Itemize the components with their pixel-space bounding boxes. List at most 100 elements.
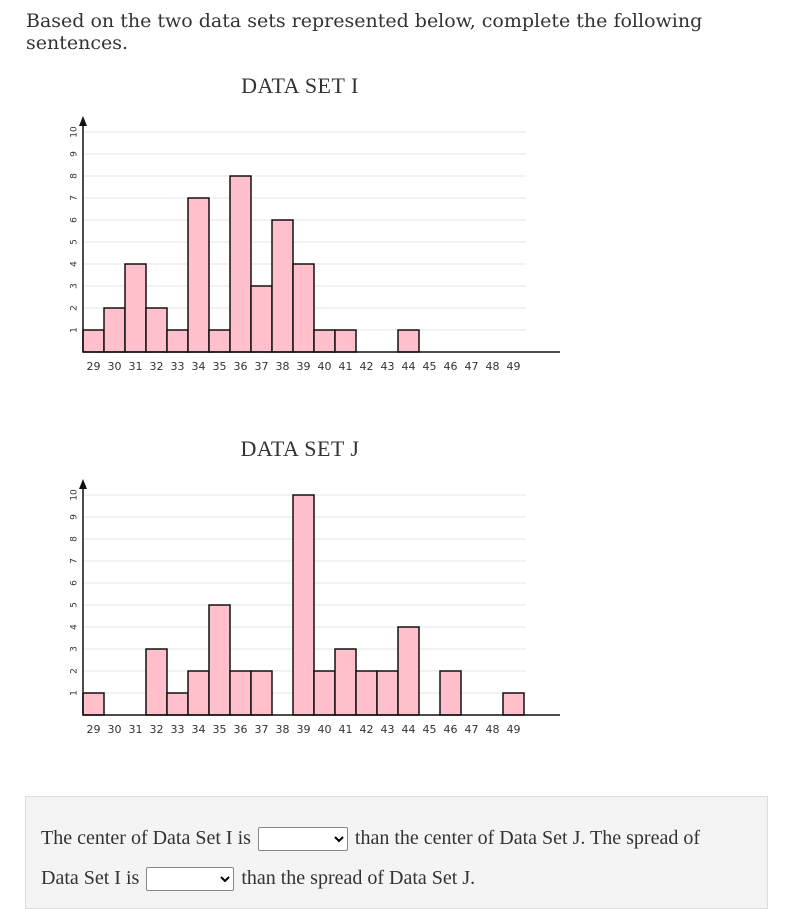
bar-36 bbox=[229, 175, 252, 353]
bar-44 bbox=[397, 626, 420, 716]
bar-36 bbox=[229, 670, 252, 716]
x-tick-label: 46 bbox=[444, 360, 458, 373]
x-tick-label: 30 bbox=[108, 723, 122, 736]
bar-31 bbox=[124, 263, 147, 353]
bar-40 bbox=[313, 670, 336, 716]
sentence-line-2: Data Set I is than the spread of Data Se… bbox=[41, 867, 476, 892]
bar-35 bbox=[208, 604, 231, 716]
x-tick-label: 31 bbox=[129, 723, 143, 736]
y-tick-label: 3 bbox=[70, 646, 80, 652]
x-tick-label: 39 bbox=[297, 360, 311, 373]
x-tick-label: 45 bbox=[423, 723, 437, 736]
x-tick-label: 29 bbox=[87, 360, 101, 373]
y-tick-label: 5 bbox=[70, 602, 80, 608]
y-tick-label: 3 bbox=[70, 283, 80, 289]
bar-49 bbox=[502, 692, 525, 716]
x-tick-label: 36 bbox=[234, 360, 248, 373]
x-tick-label: 48 bbox=[486, 723, 500, 736]
x-tick-label: 35 bbox=[213, 360, 227, 373]
x-tick-label: 44 bbox=[402, 723, 416, 736]
y-tick-label: 4 bbox=[70, 624, 80, 630]
x-tick-label: 43 bbox=[381, 360, 395, 373]
y-tick-label: 5 bbox=[70, 239, 80, 245]
x-tick-label: 49 bbox=[507, 723, 521, 736]
x-tick-label: 38 bbox=[276, 723, 290, 736]
x-tick-label: 42 bbox=[360, 360, 374, 373]
y-tick-label: 6 bbox=[70, 580, 80, 586]
y-tick-label: 9 bbox=[70, 151, 80, 157]
x-tick-label: 43 bbox=[381, 723, 395, 736]
y-axis-arrow-icon bbox=[79, 116, 87, 126]
x-tick-label: 32 bbox=[150, 360, 164, 373]
bar-39 bbox=[292, 494, 315, 716]
spread-comparison-dropdown[interactable] bbox=[146, 867, 235, 892]
chart-title-data-set-i: DATA SET I bbox=[241, 73, 359, 98]
bar-35 bbox=[208, 329, 231, 353]
x-tick-label: 29 bbox=[87, 723, 101, 736]
y-tick-label: 8 bbox=[70, 173, 80, 179]
y-tick-label: 10 bbox=[70, 489, 80, 501]
bar-33 bbox=[166, 329, 189, 353]
question-panel: The center of Data Set I is than the cen… bbox=[25, 796, 768, 909]
x-tick-label: 30 bbox=[108, 360, 122, 373]
y-tick-label: 8 bbox=[70, 536, 80, 542]
sentence-2-end: than the spread of Data Set J. bbox=[241, 867, 476, 889]
sentence-1-start: The center of Data Set I is bbox=[41, 827, 251, 849]
bar-29 bbox=[82, 692, 105, 716]
bar-40 bbox=[313, 329, 336, 353]
x-tick-label: 40 bbox=[318, 360, 332, 373]
bar-37 bbox=[250, 670, 273, 716]
bar-42 bbox=[355, 670, 378, 716]
y-tick-label: 2 bbox=[70, 305, 80, 311]
x-tick-label: 33 bbox=[171, 360, 185, 373]
y-tick-label: 2 bbox=[70, 668, 80, 674]
bar-33 bbox=[166, 692, 189, 716]
x-tick-label: 40 bbox=[318, 723, 332, 736]
y-tick-label: 6 bbox=[70, 217, 80, 223]
x-tick-label: 48 bbox=[486, 360, 500, 373]
x-tick-label: 47 bbox=[465, 723, 479, 736]
x-tick-label: 44 bbox=[402, 360, 416, 373]
x-tick-label: 37 bbox=[255, 723, 269, 736]
y-tick-label: 7 bbox=[70, 558, 80, 564]
x-tick-label: 46 bbox=[444, 723, 458, 736]
x-tick-label: 38 bbox=[276, 360, 290, 373]
bar-43 bbox=[376, 670, 399, 716]
x-tick-label: 47 bbox=[465, 360, 479, 373]
bar-41 bbox=[334, 329, 357, 353]
x-tick-label: 35 bbox=[213, 723, 227, 736]
x-tick-label: 32 bbox=[150, 723, 164, 736]
y-tick-label: 4 bbox=[70, 261, 80, 267]
bar-37 bbox=[250, 285, 273, 353]
bar-39 bbox=[292, 263, 315, 353]
y-axis-arrow-icon bbox=[79, 479, 87, 489]
y-tick-label: 7 bbox=[70, 195, 80, 201]
chart-title-data-set-j: DATA SET J bbox=[240, 436, 360, 461]
y-tick-label: 9 bbox=[70, 514, 80, 520]
bar-32 bbox=[145, 648, 168, 716]
bar-46 bbox=[439, 670, 462, 716]
bar-30 bbox=[103, 307, 126, 353]
y-tick-label: 1 bbox=[70, 327, 80, 333]
x-tick-label: 31 bbox=[129, 360, 143, 373]
x-tick-label: 41 bbox=[339, 723, 353, 736]
center-comparison-dropdown[interactable] bbox=[257, 827, 348, 852]
bar-44 bbox=[397, 329, 420, 353]
instructions-text: Based on the two data sets represented b… bbox=[26, 10, 703, 54]
sentence-line-1: The center of Data Set I is than the cen… bbox=[41, 827, 700, 852]
x-tick-label: 33 bbox=[171, 723, 185, 736]
x-tick-label: 41 bbox=[339, 360, 353, 373]
y-tick-label: 1 bbox=[70, 690, 80, 696]
x-tick-label: 36 bbox=[234, 723, 248, 736]
y-tick-label: 10 bbox=[70, 126, 80, 138]
bar-32 bbox=[145, 307, 168, 353]
x-tick-label: 49 bbox=[507, 360, 521, 373]
sentence-1-end: than the center of Data Set J. The sprea… bbox=[354, 827, 700, 849]
x-tick-label: 37 bbox=[255, 360, 269, 373]
sentence-2-start: Data Set I is bbox=[41, 867, 140, 889]
bar-38 bbox=[271, 219, 294, 353]
bar-34 bbox=[187, 670, 210, 716]
x-tick-label: 34 bbox=[192, 360, 206, 373]
